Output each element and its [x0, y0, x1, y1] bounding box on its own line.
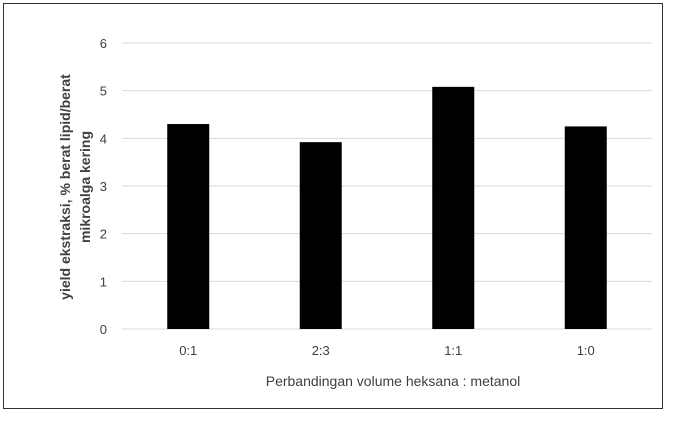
y-axis-label-group: yield ekstraksi, % berat lipid/berat mik… — [57, 74, 93, 300]
bar-0-1 — [167, 124, 210, 330]
x-tick-labels: 0:1 2:3 1:1 1:0 — [179, 343, 595, 358]
x-axis-label: Perbandingan volume heksana : metanol — [266, 373, 521, 389]
y-tick-labels: 0 1 2 3 4 5 6 — [100, 36, 107, 337]
bars — [167, 86, 607, 330]
bar-1-1 — [432, 86, 475, 329]
x-tick-label-1-1: 1:1 — [444, 343, 462, 358]
y-axis-label-line1: yield ekstraksi, % berat lipid/berat — [57, 74, 73, 300]
grid-lines — [122, 42, 652, 330]
y-tick-label-2: 2 — [100, 227, 107, 242]
chart-frame — [3, 3, 663, 409]
x-tick-label-1-0: 1:0 — [577, 343, 595, 358]
x-tick-label-2-3: 2:3 — [312, 343, 330, 358]
y-tick-label-1: 1 — [100, 274, 107, 289]
y-tick-label-6: 6 — [100, 36, 107, 51]
y-tick-label-0: 0 — [100, 322, 107, 337]
x-tick-label-0-1: 0:1 — [179, 343, 197, 358]
bar-2-3 — [299, 142, 342, 329]
y-tick-label-4: 4 — [100, 131, 107, 146]
bar-1-0 — [564, 126, 607, 330]
y-tick-label-5: 5 — [100, 84, 107, 99]
y-axis-label-line2: mikroalga kering — [77, 131, 93, 243]
y-tick-label-3: 3 — [100, 179, 107, 194]
